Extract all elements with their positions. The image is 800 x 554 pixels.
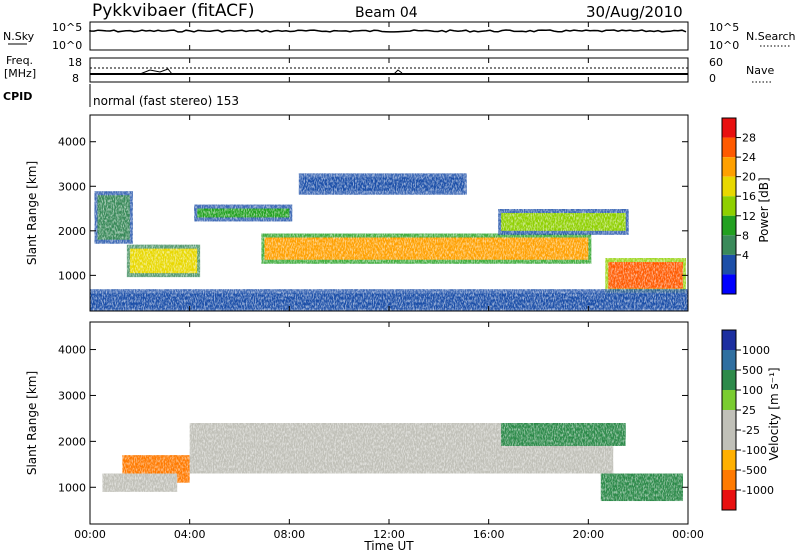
colorbar-tick-label: 4 — [742, 249, 749, 262]
x-tick-label: 00:00 — [672, 528, 704, 541]
colorbar-swatch — [722, 390, 736, 410]
colorbar-swatch — [722, 254, 736, 275]
nsearch-label: N.Search — [746, 30, 796, 43]
colorbar-swatch — [722, 118, 736, 138]
nsky-tick-bottom: 10^0 — [52, 39, 82, 52]
colorbar-swatch — [722, 196, 736, 216]
velocity-panel: 1000 2000 3000 4000 Slant Range [km] 00:00 0… — [25, 22, 704, 553]
colorbar-tick-label: 8 — [742, 229, 749, 242]
colorbar-tick-label: 20 — [742, 171, 756, 184]
colorbar-frame — [721, 329, 737, 511]
nsky-panel: N.Sky 10^5 10^0 10^5 10^0 N.Search — [3, 21, 796, 52]
x-tick-label: 20:00 — [572, 528, 604, 541]
colorbar-swatch — [722, 350, 736, 370]
y-tick-label: 3000 — [58, 180, 86, 193]
colorbar-tick-label: 25 — [742, 404, 756, 417]
velocity-ylabel: Slant Range [km] — [25, 371, 39, 475]
cpid-text: normal (fast stereo) 153 — [93, 94, 239, 108]
beam-label: Beam 04 — [355, 5, 418, 21]
nave-tick-bottom: 0 — [709, 72, 716, 85]
power-ylabel: Slant Range [km] — [25, 161, 39, 265]
date-label: 30/Aug/2010 — [586, 3, 683, 21]
colorbar-tick-label: 1000 — [742, 344, 770, 357]
colorbar-tick-label: 24 — [742, 151, 756, 164]
colorbar-swatch — [722, 370, 736, 390]
colorbar-swatch — [722, 450, 736, 470]
colorbar-frame — [721, 117, 737, 295]
y-tick-label: 2000 — [58, 225, 86, 238]
colorbar-tick-label: 16 — [742, 190, 756, 203]
colorbar-tick-label: 12 — [742, 210, 756, 223]
x-axis-label: Time UT — [363, 539, 414, 553]
y-tick-label: 4000 — [58, 136, 86, 149]
x-tick-label: 04:00 — [174, 528, 206, 541]
nsky-label: N.Sky — [3, 30, 35, 43]
colorbar-tick-label: 28 — [742, 132, 756, 145]
colorbar-swatch — [722, 470, 736, 490]
power-colorbar: 28 24 20 16 12 8 4 — [721, 117, 756, 295]
y-tick-label: 3000 — [58, 389, 86, 402]
x-tick-label: 08:00 — [273, 528, 305, 541]
colorbar-swatch — [722, 410, 736, 430]
colorbar-tick-label: -100 — [742, 444, 767, 457]
colorbar-swatch — [722, 330, 736, 350]
y-tick-label: 1000 — [58, 269, 86, 282]
freq-tick-top: 18 — [68, 56, 82, 69]
x-tick-label: 12:00 — [373, 528, 405, 541]
x-tick-label: 00:00 — [74, 528, 106, 541]
title: Pykkvibaer (fitACF) — [92, 1, 254, 21]
colorbar-swatch — [722, 274, 736, 294]
velocity-colorbar: 1000 500 100 25 -25 -100 -500 -1000 — [721, 329, 774, 511]
y-tick-label: 4000 — [58, 344, 86, 357]
colorbar-swatch — [722, 430, 736, 450]
colorbar-swatch — [722, 490, 736, 510]
nsearch-tick-top: 10^5 — [709, 21, 739, 34]
colorbar-tick-label: -500 — [742, 464, 767, 477]
colorbar-swatch — [722, 137, 736, 158]
power-colorbar-label: Power [dB] — [757, 177, 771, 242]
colorbar-tick-label: -1000 — [742, 484, 774, 497]
nsky-trace — [89, 29, 687, 33]
cpid-label: CPID — [3, 90, 32, 103]
nsearch-tick-bottom: 10^0 — [709, 39, 739, 52]
colorbar-tick-label: 500 — [742, 364, 763, 377]
velocity-colorbar-label: Velocity [m s⁻¹] — [767, 367, 781, 460]
colorbar-tick-label: 100 — [742, 384, 763, 397]
colorbar-swatch — [722, 215, 736, 236]
colorbar-tick-label: -25 — [742, 424, 760, 437]
nsky-tick-top: 10^5 — [52, 21, 82, 34]
freq-unit: [MHz] — [4, 67, 36, 80]
colorbar-swatch — [722, 157, 736, 177]
y-tick-label: 1000 — [58, 481, 86, 494]
colorbar-swatch — [722, 235, 736, 255]
freq-label: Freq. — [6, 54, 33, 67]
nave-tick-top: 60 — [709, 56, 723, 69]
power-panel: 1000 2000 3000 4000 Slant Range [km] — [25, 114, 689, 312]
nave-label: Nave — [746, 64, 774, 77]
y-tick-label: 2000 — [58, 435, 86, 448]
colorbar-swatch — [722, 176, 736, 197]
x-tick-label: 16:00 — [473, 528, 505, 541]
freq-tick-bottom: 8 — [72, 72, 79, 85]
